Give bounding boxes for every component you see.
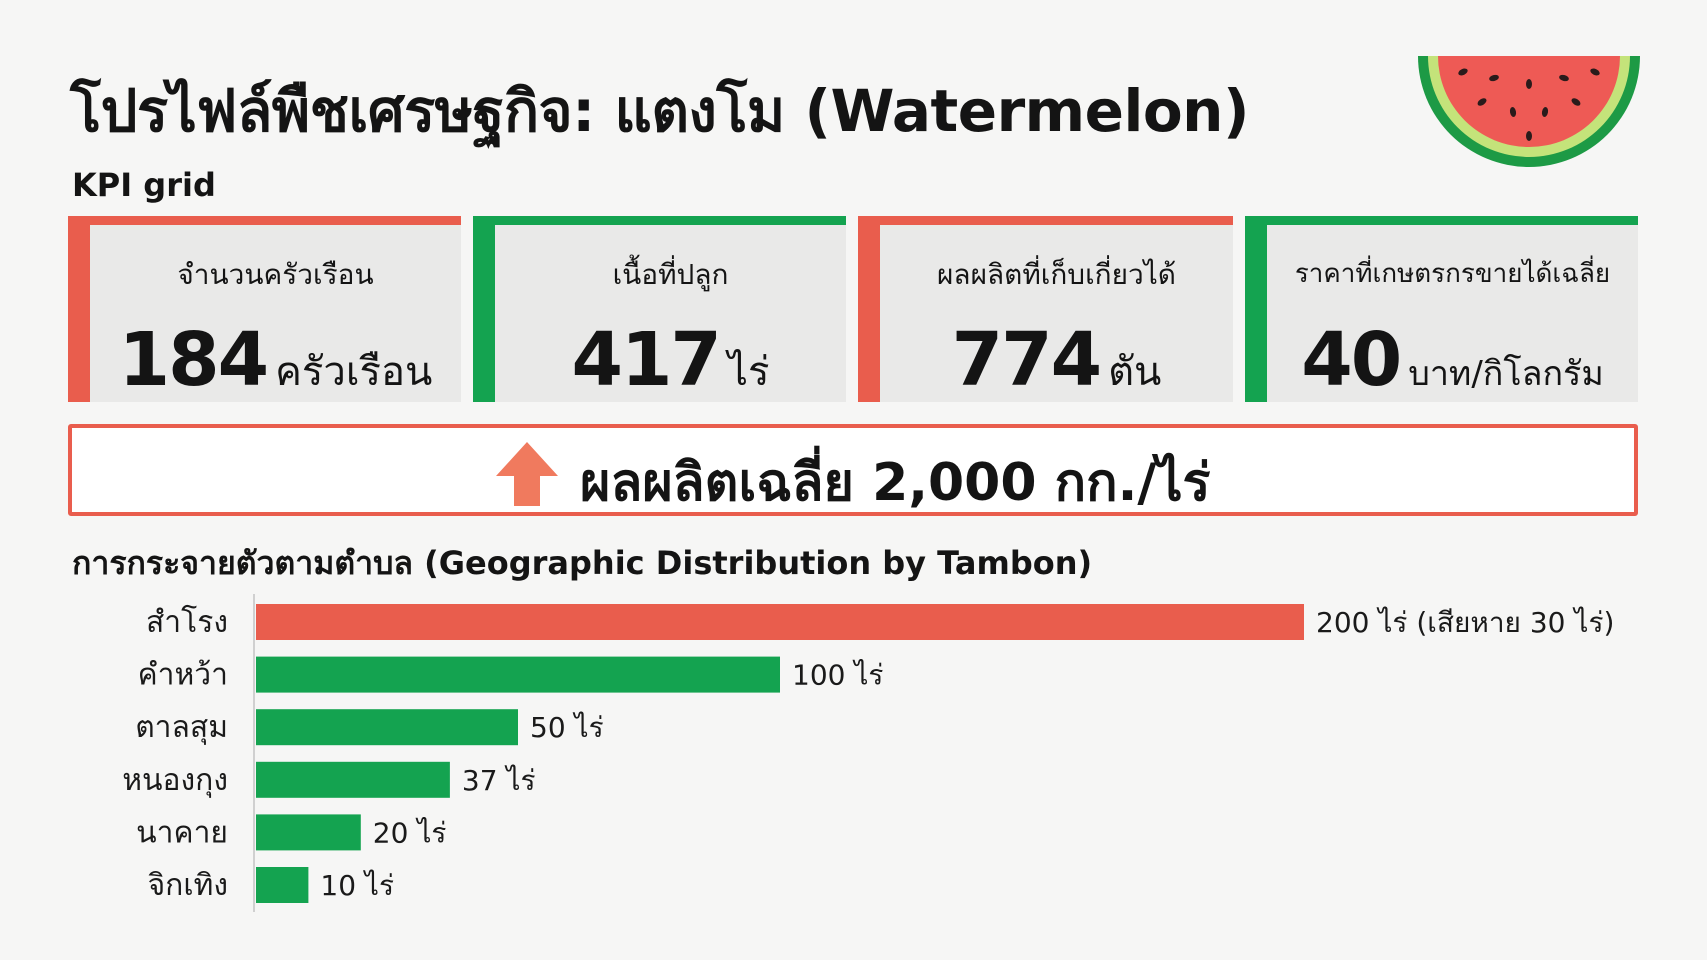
bar-category-label: ตาลสุม — [135, 710, 228, 746]
kpi-unit: ไร่ — [727, 349, 770, 395]
bar — [256, 761, 450, 798]
kpi-value-line: 40 บาท/กิโลกรัม — [1267, 317, 1638, 403]
kpi-value-line: 184 ครัวเรือน — [90, 317, 461, 403]
bar-value-label: 100 ไร่ — [792, 659, 883, 692]
bar-value-label: 20 ไร่ — [373, 816, 447, 849]
bar — [256, 604, 1304, 640]
bar — [256, 709, 518, 746]
kpi-card-households: จำนวนครัวเรือน 184 ครัวเรือน — [68, 216, 461, 403]
distribution-heading: การกระจายตัวตามตำบล (Geographic Distribu… — [72, 544, 1093, 582]
average-yield-text: ผลผลิตเฉลี่ย 2,000 กก./ไร่ — [580, 453, 1211, 513]
kpi-unit: บาท/กิโลกรัม — [1408, 354, 1604, 394]
bar-category-label: นาคาย — [136, 815, 228, 850]
kpi-value: 417 — [571, 317, 721, 403]
bar — [256, 656, 780, 693]
bar-category-label: สำโรง — [146, 604, 228, 640]
bar-category-label: จิกเทิง — [148, 868, 228, 903]
kpi-card-price: ราคาที่เกษตรกรขายได้เฉลี่ย 40 บาท/กิโลกรั… — [1245, 216, 1638, 403]
kpi-label: เนื้อที่ปลูก — [612, 258, 729, 291]
bar-category-label: หนองกุง — [122, 763, 228, 799]
bar-value-label: 37 ไร่ — [462, 764, 536, 797]
bar-value-label: 50 ไร่ — [530, 711, 604, 744]
kpi-value: 774 — [951, 317, 1102, 403]
kpi-card-planted-area: เนื้อที่ปลูก 417 ไร่ — [473, 216, 846, 403]
bar — [256, 867, 309, 903]
kpi-heading: KPI grid — [72, 166, 216, 204]
bar-value-label: 200 ไร่ (เสียหาย 30 ไร่) — [1316, 606, 1614, 639]
watermelon-icon — [1418, 56, 1640, 167]
kpi-label: จำนวนครัวเรือน — [177, 258, 374, 291]
up-arrow-icon — [496, 442, 558, 506]
kpi-unit: ตัน — [1108, 349, 1162, 395]
average-yield-banner: ผลผลิตเฉลี่ย 2,000 กก./ไร่ — [68, 424, 1638, 516]
kpi-value-line: 774 ตัน — [880, 317, 1233, 403]
kpi-value: 184 — [118, 317, 269, 403]
kpi-unit: ครัวเรือน — [275, 349, 433, 395]
kpi-value: 40 — [1301, 317, 1402, 403]
kpi-label: ผลผลิตที่เก็บเกี่ยวได้ — [937, 258, 1176, 291]
kpi-card-harvest: ผลผลิตที่เก็บเกี่ยวได้ 774 ตัน — [858, 216, 1233, 403]
bar-value-label: 10 ไร่ — [320, 869, 394, 902]
kpi-label: ราคาที่เกษตรกรขายได้เฉลี่ย — [1294, 259, 1611, 289]
bar — [256, 814, 361, 851]
kpi-value-line: 417 ไร่ — [495, 317, 846, 403]
page-title: โปรไฟล์พืชเศรษฐกิจ: แตงโม (Watermelon) — [70, 77, 1249, 145]
bar-category-label: คำหว้า — [138, 658, 228, 693]
